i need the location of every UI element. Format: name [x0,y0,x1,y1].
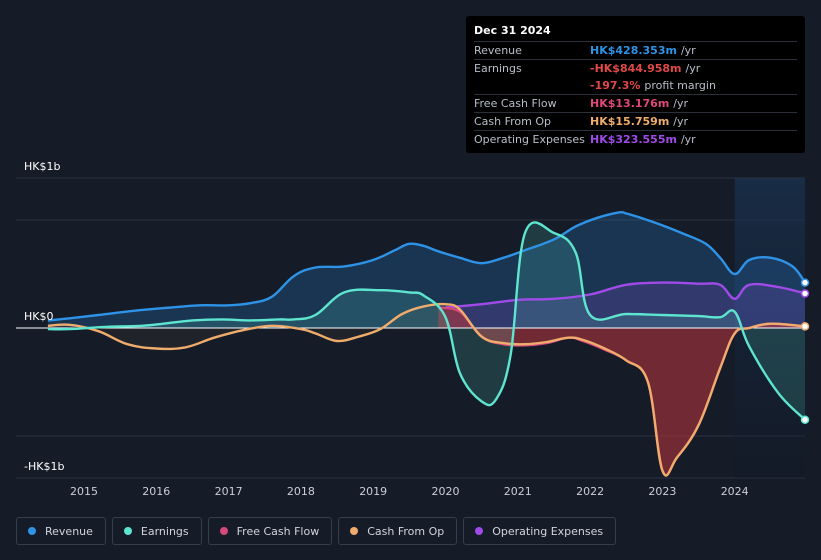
series-line-earnings [47,221,806,421]
tooltip-unit: /yr [685,62,701,75]
series-line-operating-expenses [445,281,806,309]
tooltip-unit: /yr [673,115,689,128]
tooltip-row-revenue: Revenue HK$428.353m /yr [474,41,797,59]
x-tick-label: 2021 [504,485,532,498]
series-fill-earnings [47,222,805,420]
legend-label: Cash From Op [367,524,445,538]
y-tick-label-zero: HK$0 [24,310,54,323]
tooltip-date: Dec 31 2024 [474,24,551,37]
earnings-dot-icon [123,527,132,535]
series-end-point [800,415,810,425]
legend-item-free-cash-flow[interactable]: Free Cash Flow [207,517,333,545]
tooltip-row-earnings: Earnings -HK$844.958m /yr [474,59,797,77]
tooltip-value: -197.3% [590,79,641,92]
tooltip-row-cash-from-op: Cash From Op HK$15.759m /yr [474,112,797,130]
cash-from-op-dot-icon [350,527,359,535]
series-fill-revenue [47,212,805,328]
series-fill-cash-from-op [47,304,805,476]
tooltip-row-free-cash-flow: Free Cash Flow HK$13.176m /yr [474,94,797,112]
tooltip-label: Free Cash Flow [474,97,557,110]
series-fill-free-cash-flow [438,307,805,476]
legend-item-operating-expenses[interactable]: Operating Expenses [463,517,617,545]
tooltip-value: HK$15.759m [590,115,670,128]
free-cash-flow-dot-icon [219,527,228,535]
series-fills [16,212,805,476]
series-end-point [800,278,810,287]
y-tick-label-bottom: -HK$1b [24,460,65,473]
tooltip-value: -HK$844.958m [590,62,682,75]
tooltip-label [474,77,590,94]
x-tick-label: 2024 [721,485,749,498]
legend-label: Revenue [45,524,93,538]
x-tick-label: 2015 [70,485,98,498]
operating-expenses-dot-icon [475,527,484,535]
series-line-revenue [47,210,806,322]
tooltip-value: HK$428.353m [590,44,677,57]
x-tick-label: 2019 [359,485,387,498]
legend-label: Free Cash Flow [236,524,320,538]
legend-label: Earnings [140,524,189,538]
x-tick-label: 2016 [142,485,170,498]
series-line-cash-from-op [47,302,806,477]
x-tick-label: 2018 [287,485,315,498]
tooltip-unit: profit margin [644,79,716,92]
series-end-point [800,322,810,331]
legend-item-revenue[interactable]: Revenue [16,517,106,545]
legend-item-cash-from-op[interactable]: Cash From Op [338,517,458,545]
tooltip-unit: /yr [673,97,689,110]
x-tick-label: 2017 [215,485,243,498]
revenue-dot-icon [28,527,36,535]
y-tick-label-top: HK$1b [24,160,61,173]
tooltip-unit: /yr [680,44,696,57]
series-lines [47,210,810,477]
x-tick-label: 2020 [432,485,460,498]
tooltip-row-operating-expenses: Operating Expenses HK$323.555m /yr [474,130,797,148]
tooltip-label: Operating Expenses [474,133,585,146]
x-axis-ticks: 2015 2016 2017 2018 2019 2020 2021 2022 2023 2024 [70,485,749,498]
legend: Revenue Earnings Free Cash Flow Cash Fro… [16,517,617,545]
legend-label: Operating Expenses [492,524,604,538]
tooltip-label: Earnings [474,62,522,75]
tooltip-value: HK$13.176m [590,97,670,110]
legend-item-earnings[interactable]: Earnings [111,517,202,545]
tooltip-unit: /yr [680,133,696,146]
x-tick-label: 2022 [576,485,604,498]
tooltip-value: HK$323.555m [590,133,677,146]
x-tick-label: 2023 [648,485,676,498]
tooltip-label: Revenue [474,44,522,57]
tooltip-row-profit-margin: -197.3% profit margin [474,77,797,94]
series-end-point [800,289,810,298]
data-tooltip: Dec 31 2024 Revenue HK$428.353m /yr Earn… [466,16,805,153]
tooltip-label: Cash From Op [474,115,552,128]
